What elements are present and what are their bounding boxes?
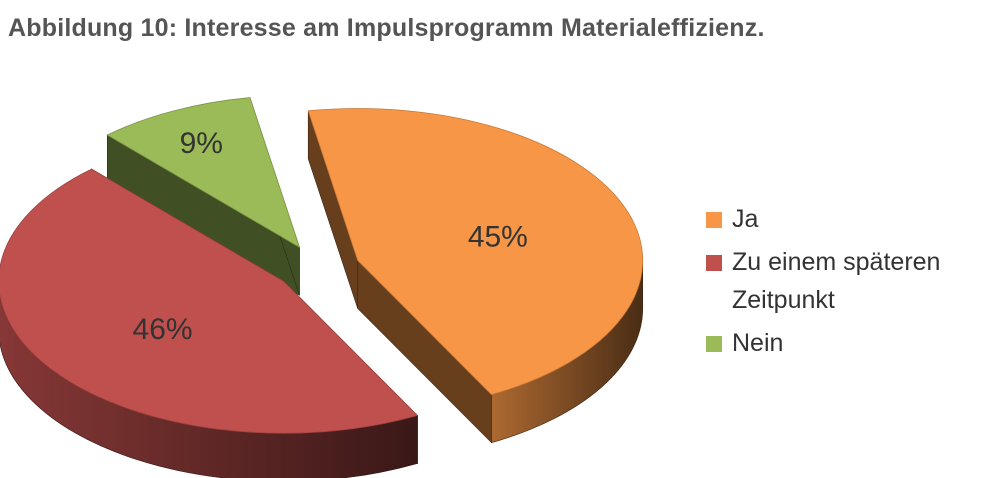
pie-slice-top-nein — [106, 97, 301, 249]
pie-slice-ja — [307, 108, 644, 444]
legend-item-ja: Ja — [706, 200, 996, 238]
legend-item-spaeter: Zu einem späteren Zeitpunkt — [706, 243, 996, 319]
pie-slice-top-spaeter — [0, 168, 419, 434]
pie-slice-top-ja — [307, 108, 644, 396]
legend-label-spaeter: Zu einem späteren Zeitpunkt — [732, 248, 941, 314]
chart-legend: Ja Zu einem späteren Zeitpunkt Nein — [706, 200, 996, 367]
legend-label-ja: Ja — [732, 205, 759, 233]
data-label-spaeter: 46% — [133, 313, 193, 346]
legend-swatch-nein — [706, 336, 722, 352]
legend-label-nein: Nein — [732, 329, 784, 357]
pie-slice-spaeter — [0, 168, 419, 478]
data-label-nein: 9% — [180, 127, 223, 160]
chart-title: Abbildung 10: Interesse am Impulsprogram… — [8, 14, 765, 42]
legend-swatch-ja — [706, 212, 722, 228]
legend-swatch-spaeter — [706, 255, 722, 271]
legend-item-nein: Nein — [706, 324, 996, 362]
data-label-ja: 45% — [468, 221, 528, 254]
pie-slice-nein — [106, 97, 301, 296]
